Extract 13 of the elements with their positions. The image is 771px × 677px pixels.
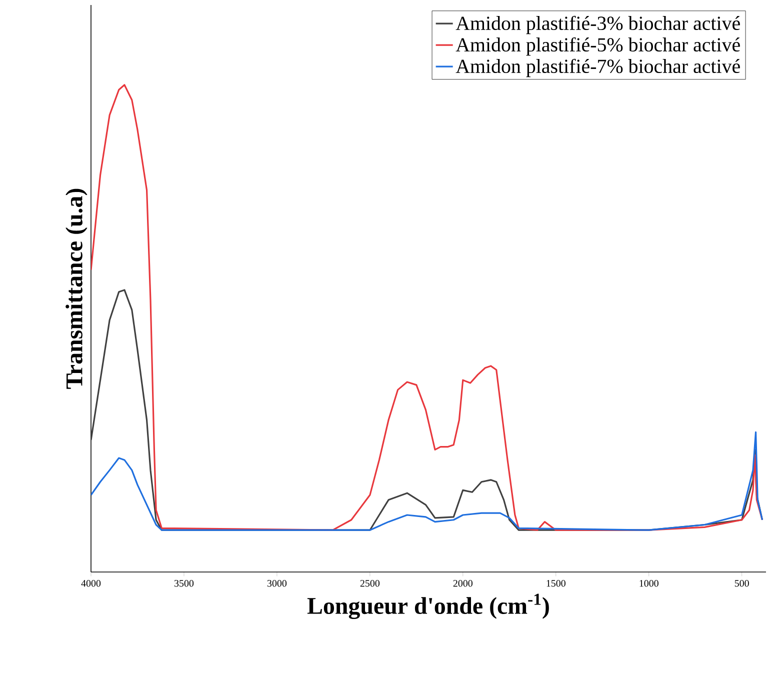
y-axis-title: Transmittance (u.a)	[66, 188, 88, 389]
legend-label: Amidon plastifié-7% biochar activé	[456, 58, 740, 78]
x-tick-label: 500	[734, 580, 749, 587]
x-axis-title: Longueur d'onde (cm$^{-1}$)	[307, 594, 549, 620]
legend-label: Amidon plastifié-5% biochar activé	[456, 37, 740, 56]
x-tick-label: 4000	[81, 580, 101, 587]
x-tick-label: 2500	[360, 580, 380, 587]
x-tick-label: 3000	[267, 580, 287, 587]
x-tick-label: 3500	[174, 580, 194, 587]
legend-label: Amidon plastifié-3% biochar activé	[456, 16, 740, 34]
x-tick-label: 2000	[453, 580, 472, 587]
x-tick-label: 1000	[640, 580, 658, 587]
x-tick-label: 1500	[546, 580, 566, 587]
